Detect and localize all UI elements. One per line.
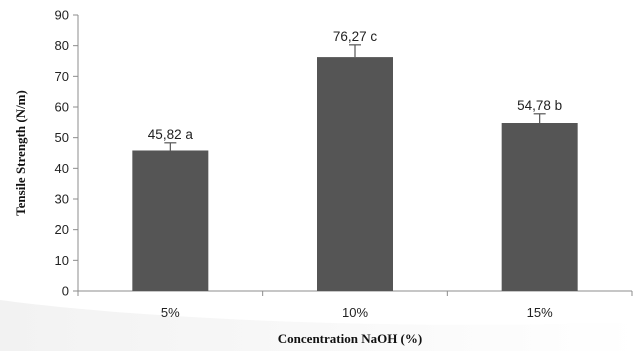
data-label: 45,82 a bbox=[148, 127, 194, 142]
y-tick-label: 80 bbox=[55, 38, 69, 53]
y-tick-label: 90 bbox=[55, 8, 69, 23]
y-tick-label: 40 bbox=[55, 161, 69, 176]
y-tick-label: 20 bbox=[55, 222, 69, 237]
y-tick-label: 60 bbox=[55, 100, 69, 115]
x-tick-label: 10% bbox=[342, 305, 368, 320]
bar bbox=[132, 150, 209, 291]
y-tick-label: 10 bbox=[55, 253, 69, 268]
y-tick-label: 50 bbox=[55, 130, 69, 145]
data-label: 54,78 b bbox=[517, 98, 562, 113]
background-swoosh bbox=[0, 300, 641, 351]
bar bbox=[317, 57, 393, 291]
plot-area: 0 10 20 30 40 50 60 70 80 90 45,82 a 5% 76,27 c 10% 54… bbox=[55, 8, 633, 320]
x-tick-label: 15% bbox=[527, 305, 553, 320]
data-label: 76,27 c bbox=[333, 29, 378, 44]
y-tick-label: 0 bbox=[62, 284, 69, 299]
bar bbox=[501, 123, 578, 292]
y-axis-title: Tensile Strength (N/m) bbox=[13, 90, 28, 216]
x-tick-label: 5% bbox=[161, 305, 180, 320]
y-tick-label: 70 bbox=[55, 69, 69, 84]
x-axis-title: Concentration NaOH (%) bbox=[278, 331, 422, 346]
y-tick-label: 30 bbox=[55, 192, 69, 207]
